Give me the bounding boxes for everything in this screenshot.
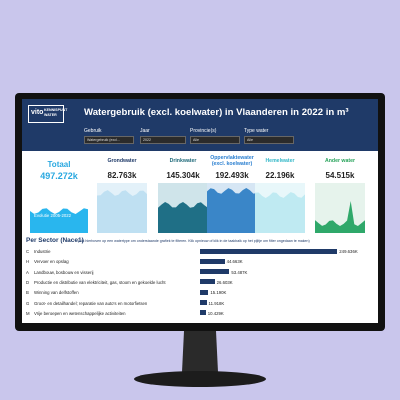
kpi-card[interactable]: Hemelwater 22.196k — [255, 153, 305, 235]
filter-label: Gebruik — [84, 128, 102, 134]
filter-dropdown[interactable]: 2022 — [140, 136, 186, 144]
sparkline-area — [315, 201, 365, 233]
kpi-card[interactable]: Oppervlaktewater (excl. koelwater) 192.49… — [207, 153, 257, 235]
stand-neck — [182, 331, 218, 372]
sparkline-area — [255, 192, 305, 233]
sector-value-label: 44.663K — [226, 259, 243, 265]
evolution-sparkline — [315, 183, 365, 233]
sector-name: Groot- en detailhandel; reparatie van au… — [34, 300, 148, 306]
sector-bar[interactable] — [200, 289, 209, 295]
sector-name: Winning van delfstoffen — [34, 290, 79, 296]
kpi-title: Grondwater — [107, 158, 137, 164]
kpi-value: 54.515k — [325, 171, 355, 180]
kpi-value: 497.272k — [40, 171, 78, 181]
logo-subtext: KENNISPUNT WATER — [44, 108, 68, 117]
kpi-card[interactable]: Totaal 497.272k Evolutie 2005-2022 — [30, 153, 88, 235]
filter-dropdown[interactable]: Watergebruik (excl... — [84, 136, 134, 144]
sector-code: M — [26, 310, 30, 316]
kpi-title: Drinkwater — [169, 158, 197, 164]
evolution-sparkline — [30, 183, 88, 233]
stand-base — [134, 371, 266, 387]
kpi-value: 192.493k — [215, 171, 249, 180]
kpi-title: Oppervlaktewater (excl. koelwater) — [210, 155, 254, 167]
sparkline-background — [315, 183, 365, 233]
sector-value-label: 249.636K — [339, 249, 358, 254]
sparkline-area — [97, 190, 147, 233]
logo-text: vito — [31, 109, 44, 116]
sector-value-label: 53.487K — [231, 269, 248, 275]
sector-code: A — [26, 269, 29, 275]
sector-value-label: 10.429K — [207, 310, 224, 316]
filter-label: Type water — [244, 128, 269, 134]
sector-code: G — [26, 300, 30, 306]
sector-bar[interactable] — [200, 300, 207, 305]
kpi-card[interactable]: Ander water 54.515k — [315, 153, 365, 235]
evolution-label: Evolutie 2005-2022 — [34, 213, 72, 218]
screen: vito KENNISPUNT WATER Watergebruik (excl… — [22, 99, 378, 323]
sector-bar[interactable] — [200, 248, 338, 254]
kpi-title: Hemelwater — [265, 158, 295, 164]
evolution-sparkline — [255, 183, 305, 233]
sector-code: D — [26, 279, 30, 285]
sparkline-area — [158, 202, 208, 233]
evolution-sparkline — [207, 183, 257, 233]
section-title: Per Sector (Nace1) — [26, 237, 84, 244]
kpi-title: Ander water — [325, 158, 355, 164]
sector-name: Vervoer en opslag — [34, 259, 69, 265]
sector-code: H — [26, 259, 30, 265]
kpi-title: Totaal — [47, 160, 71, 169]
sector-name: Industrie — [34, 249, 51, 254]
sector-bar[interactable] — [200, 310, 206, 316]
sector-name: Landbouw, bosbouw en visserij — [34, 269, 94, 275]
logo: vito KENNISPUNT WATER — [28, 105, 68, 123]
filter-label: Provincie(s) — [190, 128, 217, 134]
sector-name: Vrije beroepen en wetenschappelijke acti… — [34, 310, 126, 316]
sparkline-area — [30, 208, 88, 233]
kpi-card[interactable]: Drinkwater 145.304k — [158, 153, 208, 235]
dashboard-title: Watergebruik (excl. koelwater) in Vlaand… — [84, 107, 349, 118]
sector-value-label: 11.918K — [208, 300, 225, 306]
sector-code: C — [26, 249, 30, 254]
sector-bar[interactable] — [200, 258, 225, 264]
evolution-sparkline — [158, 183, 208, 233]
sector-bar[interactable] — [200, 269, 230, 275]
filter-label: Jaar — [140, 128, 150, 134]
section-note: (klik hierboven op een watertype om onde… — [78, 238, 310, 243]
filter-dropdown[interactable]: Alle — [244, 136, 294, 144]
kpi-value: 145.304k — [166, 171, 200, 180]
sector-code: B — [26, 290, 29, 296]
evolution-sparkline — [97, 183, 147, 233]
sector-value-label: 15.190K — [210, 290, 227, 296]
kpi-card[interactable]: Grondwater 82.763k — [97, 153, 147, 235]
kpi-value: 82.763k — [107, 171, 137, 180]
sparkline-area — [207, 188, 257, 233]
sector-name: Productie en distributie van elektricite… — [34, 279, 166, 285]
sector-bar[interactable] — [200, 279, 215, 285]
sector-value-label: 26.603K — [216, 279, 233, 285]
kpi-value: 22.196k — [265, 171, 295, 180]
filter-dropdown[interactable]: Alle — [190, 136, 240, 144]
